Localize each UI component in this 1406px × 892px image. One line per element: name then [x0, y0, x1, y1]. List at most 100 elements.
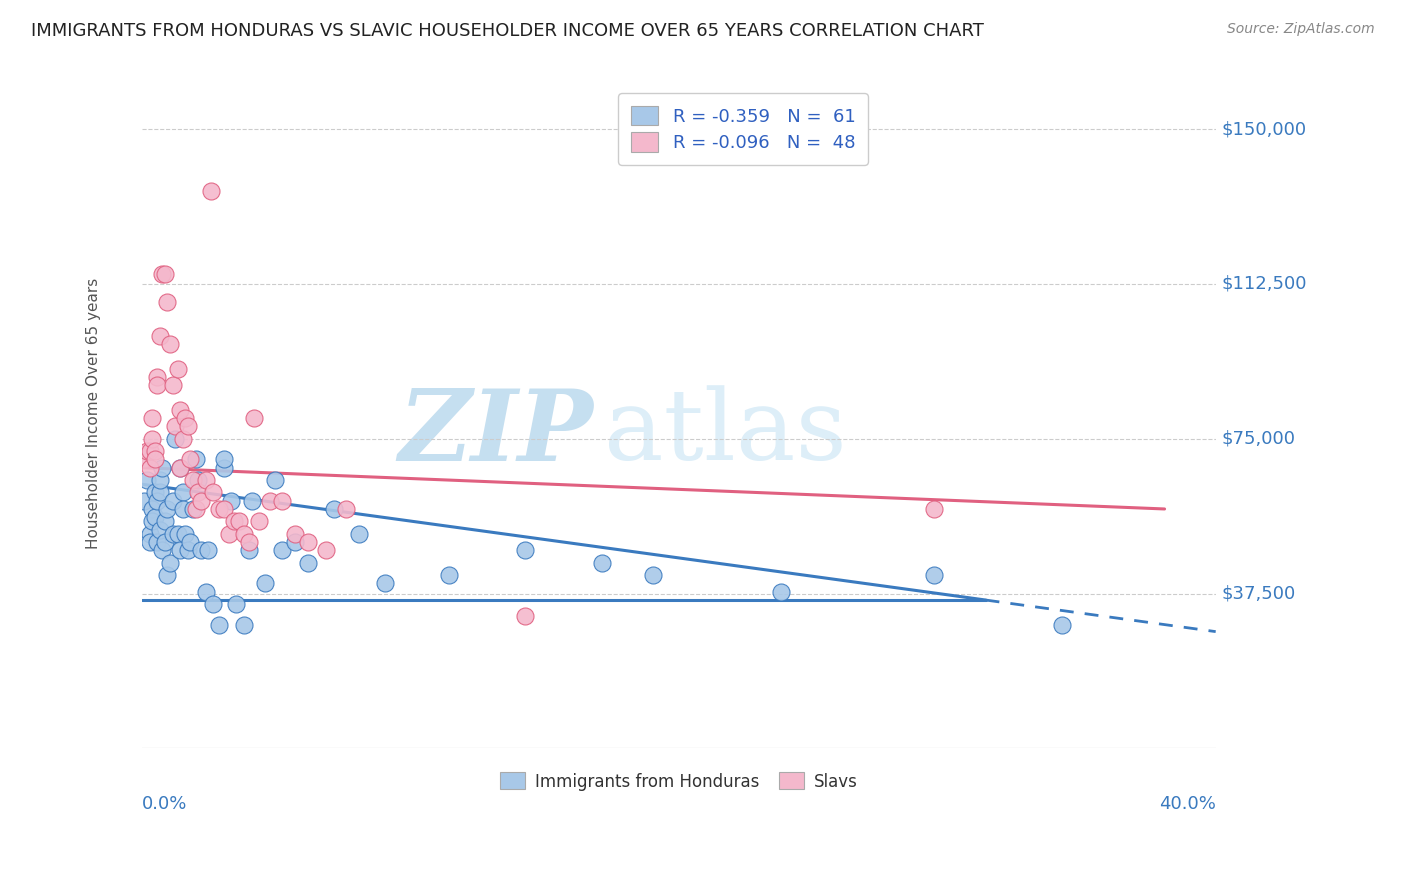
Point [153, 267, 176, 281]
Text: IMMIGRANTS FROM HONDURAS VS SLAVIC HOUSEHOLDER INCOME OVER 65 YEARS CORRELATION : IMMIGRANTS FROM HONDURAS VS SLAVIC HOUSE… [31, 22, 984, 40]
Point [174, 411, 197, 425]
Point [143, 452, 166, 467]
Point [165, 432, 187, 446]
Point [322, 502, 344, 516]
Point [172, 432, 194, 446]
Point [153, 514, 176, 528]
Point [228, 514, 250, 528]
Point [138, 526, 160, 541]
Point [233, 617, 256, 632]
Point [138, 444, 160, 458]
Point [243, 411, 266, 425]
Point [187, 473, 209, 487]
Point [150, 543, 173, 558]
Point [162, 526, 184, 541]
Point [149, 473, 172, 487]
Point [200, 184, 222, 198]
Point [515, 543, 537, 558]
Point [374, 576, 396, 591]
Point [335, 502, 357, 516]
Point [141, 411, 163, 425]
Point [212, 452, 235, 467]
Point [149, 523, 172, 537]
Point [181, 502, 204, 516]
Point [169, 460, 191, 475]
Text: Householder Income Over 65 years: Householder Income Over 65 years [86, 277, 101, 549]
Point [169, 402, 191, 417]
Point [347, 526, 370, 541]
Point [150, 460, 173, 475]
Point [150, 267, 173, 281]
Point [207, 502, 229, 516]
Point [190, 493, 212, 508]
Legend: Immigrants from Honduras, Slavs: Immigrants from Honduras, Slavs [494, 765, 865, 797]
Text: $37,500: $37,500 [1220, 584, 1295, 603]
Point [179, 452, 201, 467]
Point [136, 444, 159, 458]
Point [146, 535, 169, 549]
Point [187, 485, 209, 500]
Point [222, 514, 245, 528]
Point [225, 597, 247, 611]
Point [165, 419, 187, 434]
Point [194, 473, 217, 487]
Point [149, 485, 172, 500]
Point [156, 568, 179, 582]
Point [284, 526, 307, 541]
Point [194, 584, 217, 599]
Point [149, 328, 172, 343]
Text: $112,500: $112,500 [1220, 275, 1306, 293]
Point [159, 336, 181, 351]
Point [141, 514, 163, 528]
Point [591, 556, 613, 570]
Point [212, 460, 235, 475]
Point [212, 502, 235, 516]
Point [253, 576, 276, 591]
Point [134, 493, 156, 508]
Point [259, 493, 281, 508]
Point [184, 502, 207, 516]
Point [138, 535, 160, 549]
Point [297, 535, 319, 549]
Point [218, 526, 240, 541]
Point [221, 493, 243, 508]
Point [297, 556, 319, 570]
Point [770, 584, 793, 599]
Point [515, 609, 537, 624]
Text: 0.0%: 0.0% [142, 796, 187, 814]
Point [233, 526, 256, 541]
Text: $75,000: $75,000 [1220, 430, 1295, 448]
Point [174, 526, 197, 541]
Point [146, 493, 169, 508]
Point [238, 543, 260, 558]
Text: Source: ZipAtlas.com: Source: ZipAtlas.com [1227, 22, 1375, 37]
Point [172, 485, 194, 500]
Point [284, 535, 307, 549]
Point [207, 617, 229, 632]
Point [249, 514, 271, 528]
Point [190, 543, 212, 558]
Point [177, 419, 200, 434]
Point [153, 535, 176, 549]
Point [169, 543, 191, 558]
Point [141, 502, 163, 516]
Point [181, 473, 204, 487]
Point [162, 378, 184, 392]
Point [643, 568, 665, 582]
Point [136, 473, 159, 487]
Point [202, 485, 225, 500]
Point [162, 493, 184, 508]
Text: atlas: atlas [603, 385, 846, 481]
Point [159, 556, 181, 570]
Point [437, 568, 460, 582]
Point [169, 460, 191, 475]
Point [156, 295, 179, 310]
Point [271, 493, 294, 508]
Point [315, 543, 337, 558]
Point [238, 535, 260, 549]
Point [166, 361, 188, 376]
Point [924, 568, 946, 582]
Point [202, 597, 225, 611]
Point [141, 432, 163, 446]
Point [138, 460, 160, 475]
